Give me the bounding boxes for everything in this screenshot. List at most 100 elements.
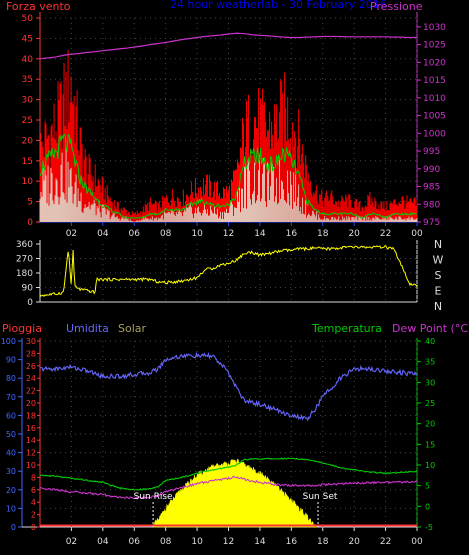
wind-average-line — [39, 133, 418, 220]
humidity-y-tick-label: 50 — [6, 430, 16, 439]
wind-y-tick-label: 25 — [22, 116, 33, 126]
pressure-y-tick-label: 1000 — [423, 129, 446, 139]
humidity-y-tick-label: 10 — [6, 504, 16, 513]
rain-y-tick-label: 28 — [26, 349, 36, 358]
rain-y-tick-label: 18 — [26, 411, 36, 420]
humidity-y-tick-label: 80 — [6, 374, 16, 383]
direction-y-tick-label: 180 — [16, 269, 33, 279]
pressure-y-tick-label: 1010 — [423, 94, 446, 104]
temperature-y-tick-label: 20 — [425, 420, 435, 429]
rain-y-tick-label: 2 — [31, 511, 36, 520]
direction-line — [39, 245, 418, 298]
temperature-y-tick-label: 35 — [425, 358, 435, 367]
rain-y-tick-label: 0 — [31, 523, 36, 532]
direction-y-tick-label: 360 — [16, 240, 33, 250]
wind-x-tick-label: 18 — [317, 229, 329, 239]
wind-x-tick-label: 10 — [191, 229, 203, 239]
weather-x-tick-label: 12 — [223, 537, 234, 547]
rain-y-tick-label: 20 — [26, 399, 36, 408]
wind-y-tick-label: 0 — [27, 218, 33, 228]
wind-y-tick-label: 5 — [27, 198, 33, 208]
rain-y-tick-label: 14 — [26, 436, 36, 445]
humidity-y-tick-label: 100 — [1, 337, 16, 346]
wind-x-tick-label: 14 — [254, 229, 266, 239]
rain-y-tick-label: 4 — [31, 498, 36, 507]
chart-main-title: 24 hour weatherlab - 30 February 2016 — [170, 0, 387, 11]
wind-y-tick-label: 30 — [22, 96, 34, 106]
temperature-y-tick-label: 5 — [425, 482, 430, 491]
rain-y-tick-label: 8 — [31, 473, 36, 482]
wind-x-tick-label: 16 — [286, 229, 298, 239]
solar-label: Solar — [118, 322, 147, 335]
compass-label-e: E — [435, 285, 442, 298]
weather-x-tick-label: 16 — [286, 537, 298, 547]
weather-x-tick-label: 22 — [380, 537, 391, 547]
dewpoint-label: Dew Point (°C) — [392, 322, 469, 335]
weather-x-tick-label: 02 — [66, 537, 77, 547]
temperature-y-tick-label: 25 — [425, 399, 435, 408]
wind-y-tick-label: 15 — [22, 157, 33, 167]
direction-y-tick-label: 270 — [16, 255, 33, 265]
compass-label-s: S — [435, 269, 442, 282]
temperature-label: Temperatura — [311, 322, 382, 335]
direction-y-tick-label: 0 — [27, 298, 33, 308]
wind-x-tick-label: 04 — [97, 229, 109, 239]
sunrise-label: Sun Rise — [134, 492, 173, 502]
pressure-y-tick-label: 1025 — [423, 41, 446, 51]
wind-x-tick-label: 08 — [160, 229, 172, 239]
pressure-y-tick-label: 1030 — [423, 23, 446, 33]
wind-y-tick-label: 20 — [22, 136, 34, 146]
compass-label-n: N — [434, 238, 442, 251]
pressure-y-tick-label: 1005 — [423, 112, 446, 122]
rain-y-tick-label: 10 — [26, 461, 36, 470]
humidity-line — [39, 351, 418, 422]
chart-layer: 0510152025303540455097598098599099510001… — [1, 12, 446, 547]
pressure-y-tick-label: 980 — [423, 200, 440, 210]
rain-y-tick-label: 24 — [26, 374, 36, 383]
pressure-title: Pressione — [370, 0, 423, 13]
weather-x-tick-label: 20 — [348, 537, 360, 547]
solar-area — [152, 458, 319, 528]
humidity-label: Umidita — [66, 322, 109, 335]
wind-x-tick-label: 12 — [223, 229, 234, 239]
rain-y-tick-label: 6 — [31, 486, 36, 495]
humidity-y-tick-label: 30 — [6, 467, 16, 476]
weather-x-tick-label: 14 — [254, 537, 266, 547]
rain-label: Pioggia — [2, 322, 42, 335]
pressure-y-tick-label: 975 — [423, 218, 440, 228]
wind-speed-title: Forza vento — [6, 0, 71, 13]
weather-x-tick-label: 08 — [160, 537, 172, 547]
temperature-line — [39, 457, 418, 491]
wind-y-tick-label: 50 — [22, 14, 34, 24]
pressure-y-tick-label: 1015 — [423, 76, 446, 86]
pressure-y-tick-label: 1020 — [423, 58, 446, 68]
compass-label-n: N — [434, 300, 442, 313]
rain-y-tick-label: 16 — [26, 424, 36, 433]
wind-x-tick-label: 06 — [129, 229, 141, 239]
pressure-y-tick-label: 995 — [423, 147, 440, 157]
wind-y-tick-label: 35 — [22, 75, 33, 85]
humidity-y-tick-label: 40 — [6, 449, 16, 458]
direction-y-tick-label: 90 — [22, 284, 34, 294]
wind-y-tick-label: 45 — [22, 34, 33, 44]
rain-y-tick-label: 26 — [26, 362, 36, 371]
temperature-y-tick-label: -5 — [425, 523, 433, 532]
pressure-line — [39, 32, 417, 60]
temperature-y-tick-label: 30 — [425, 378, 435, 387]
humidity-y-tick-label: 60 — [6, 411, 16, 420]
wind-x-tick-label: 00 — [411, 229, 423, 239]
weather-x-tick-label: 04 — [97, 537, 109, 547]
temperature-y-tick-label: 15 — [425, 440, 435, 449]
temperature-y-tick-label: 40 — [425, 337, 435, 346]
compass-label-w: W — [433, 254, 444, 267]
sunset-label: Sun Set — [303, 492, 338, 502]
wind-x-tick-label: 20 — [348, 229, 360, 239]
weather-x-tick-label: 10 — [191, 537, 203, 547]
wind-y-tick-label: 40 — [22, 55, 34, 65]
rain-y-tick-label: 12 — [26, 449, 36, 458]
pressure-y-tick-label: 985 — [423, 183, 440, 193]
weather-x-tick-label: 18 — [317, 537, 329, 547]
rain-y-tick-label: 30 — [26, 337, 36, 346]
